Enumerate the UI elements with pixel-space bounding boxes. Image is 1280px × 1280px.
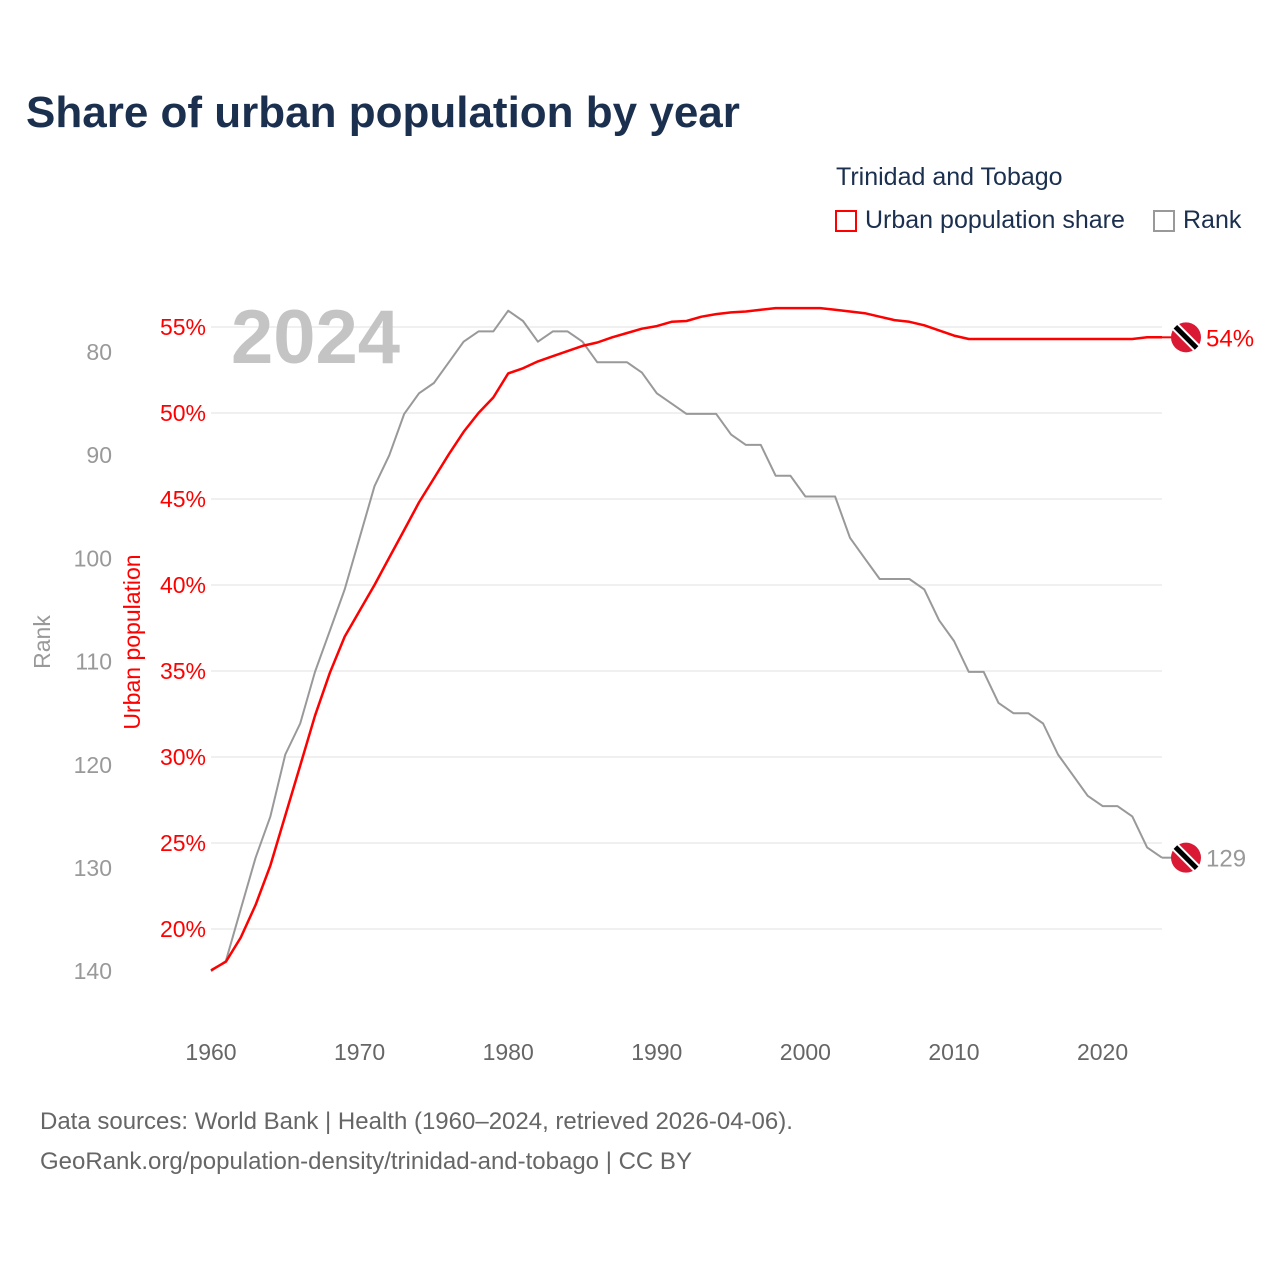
legend-title: Trinidad and Tobago (836, 163, 1063, 191)
y-tick-rank: 120 (74, 752, 112, 778)
y-axis-label-urban: Urban population (119, 554, 145, 729)
x-tick: 1970 (334, 1039, 385, 1065)
y-tick-urban: 30% (160, 744, 206, 770)
end-label-rank: 129 (1206, 846, 1246, 873)
y-tick-urban: 25% (160, 830, 206, 856)
end-label-urban: 54% (1206, 325, 1254, 352)
y-tick-rank: 110 (75, 649, 112, 675)
y-tick-rank: 130 (74, 855, 112, 881)
x-tick: 1960 (185, 1039, 236, 1065)
legend-label-urban: Urban population share (865, 206, 1125, 234)
legend-swatch-urban (835, 209, 857, 232)
y-tick-urban: 20% (160, 916, 206, 942)
y-tick-rank: 140 (74, 958, 112, 984)
y-tick-urban: 55% (160, 314, 206, 340)
x-tick: 2010 (928, 1039, 979, 1065)
y-tick-rank: 100 (74, 545, 112, 571)
legend-item-rank[interactable]: Rank (1153, 206, 1241, 235)
series-line-urban (210, 306, 1162, 972)
y-tick-urban: 35% (160, 658, 206, 684)
y-tick-urban: 50% (160, 400, 206, 426)
legend-item-urban[interactable]: Urban population share (835, 206, 1125, 235)
y-tick-urban: 40% (160, 572, 206, 598)
y-tick-rank: 90 (86, 442, 112, 468)
x-tick: 2020 (1077, 1039, 1128, 1065)
x-tick: 1980 (483, 1039, 534, 1065)
x-tick: 2000 (780, 1039, 831, 1065)
x-tick: 1990 (631, 1039, 682, 1065)
legend-swatch-rank (1153, 209, 1175, 232)
series-line-rank (210, 309, 1163, 973)
year-watermark: 2024 (231, 295, 400, 380)
chart-title: Share of urban population by year (26, 88, 740, 137)
footer-link[interactable]: GeoRank.org/population-density/trinidad-… (40, 1148, 692, 1175)
y-axis-label-rank: Rank (29, 615, 55, 669)
legend-label-rank: Rank (1183, 206, 1242, 234)
y-tick-urban: 45% (160, 486, 206, 512)
footer-sources: Data sources: World Bank | Health (1960–… (40, 1108, 793, 1135)
flag-stripe-black (1173, 845, 1199, 871)
y-tick-rank: 80 (86, 339, 112, 365)
flag-stripe-black (1173, 324, 1199, 350)
